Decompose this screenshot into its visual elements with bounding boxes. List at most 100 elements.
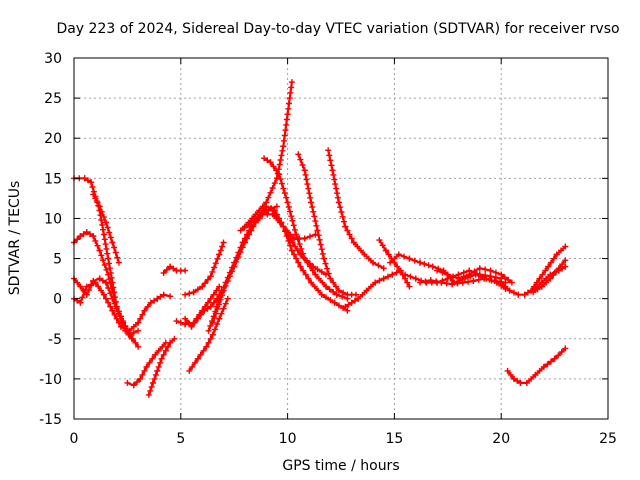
data-point-marker: [105, 299, 112, 306]
data-point-marker: [160, 291, 167, 298]
data-point-marker: [90, 191, 97, 198]
data-point-marker: [307, 194, 314, 201]
data-point-marker: [98, 208, 105, 215]
data-point-marker: [111, 300, 118, 307]
data-point-marker: [229, 268, 236, 275]
data-point-marker: [276, 215, 283, 222]
data-point-marker: [307, 233, 313, 240]
data-point-marker: [315, 275, 322, 282]
data-point-marker: [285, 237, 292, 244]
chart-title: Day 223 of 2024, Sidereal Day-to-day VTE…: [56, 21, 619, 37]
data-point-marker: [283, 121, 290, 128]
data-point-marker: [145, 391, 152, 398]
data-point-marker: [547, 271, 554, 278]
data-point-marker: [334, 190, 340, 197]
data-point-marker: [471, 268, 478, 275]
data-point-marker: [459, 279, 466, 286]
data-point-marker: [319, 279, 326, 286]
data-point-marker: [555, 352, 562, 359]
data-point-marker: [487, 273, 494, 280]
data-point-marker: [141, 367, 148, 374]
data-point-marker: [427, 277, 434, 284]
data-point-marker: [325, 270, 332, 277]
data-point-marker: [465, 278, 472, 285]
data-point-marker: [278, 219, 285, 226]
data-point-marker: [126, 327, 133, 334]
data-point-marker: [171, 335, 178, 342]
data-point-marker: [207, 273, 214, 280]
data-point-marker: [201, 307, 208, 314]
data-point-marker: [304, 181, 311, 188]
data-point-marker: [150, 379, 156, 386]
series-track-22: [325, 147, 387, 272]
data-point-marker: [107, 234, 114, 241]
data-point-marker: [562, 345, 569, 352]
data-point-marker: [326, 152, 333, 159]
data-point-marker: [155, 347, 162, 354]
x-tick-label: 5: [176, 431, 185, 447]
data-point-marker: [291, 251, 297, 258]
data-point-marker: [241, 239, 248, 246]
data-point-marker: [406, 283, 413, 290]
data-point-marker: [226, 273, 233, 280]
data-point-marker: [267, 205, 274, 212]
data-point-marker: [137, 315, 144, 322]
x-tick-label: 0: [70, 431, 79, 447]
data-point-marker: [482, 266, 489, 273]
data-point-marker: [425, 262, 432, 269]
data-point-marker: [273, 203, 280, 210]
data-point-marker: [380, 265, 387, 272]
data-point-marker: [74, 236, 81, 243]
data-point-marker: [305, 275, 312, 282]
data-point-marker: [248, 227, 255, 234]
data-point-marker: [429, 263, 436, 270]
data-point-marker: [439, 269, 446, 276]
data-point-marker: [550, 255, 557, 262]
data-point-marker: [524, 289, 531, 296]
data-point-marker: [163, 266, 170, 273]
data-point-marker: [365, 255, 372, 262]
data-point-marker: [506, 287, 513, 294]
data-point-marker: [100, 291, 107, 298]
y-tick-label: -5: [48, 332, 62, 348]
data-point-marker: [209, 319, 216, 326]
data-point-marker: [276, 171, 283, 178]
data-point-marker: [502, 283, 509, 290]
data-point-marker: [79, 294, 86, 301]
data-point-marker: [548, 358, 554, 365]
data-point-marker: [367, 283, 374, 290]
data-point-marker: [214, 255, 221, 262]
data-point-marker: [333, 291, 340, 298]
data-point-marker: [167, 263, 174, 270]
data-point-marker: [155, 363, 162, 370]
data-point-marker: [261, 155, 268, 162]
data-point-marker: [333, 283, 339, 290]
data-point-marker: [417, 279, 423, 286]
data-point-marker: [237, 227, 244, 234]
data-point-marker: [370, 259, 376, 266]
data-point-marker: [301, 235, 308, 242]
data-point-marker: [302, 171, 309, 178]
data-point-marker: [375, 262, 382, 269]
data-point-marker: [103, 219, 109, 226]
data-point-marker: [109, 295, 116, 302]
data-point-marker: [385, 273, 391, 280]
data-point-marker: [246, 231, 253, 238]
data-point-marker: [199, 283, 206, 290]
data-point-marker: [118, 323, 124, 330]
data-point-marker: [167, 339, 174, 346]
data-point-marker: [122, 325, 129, 332]
data-point-marker: [543, 275, 550, 282]
data-point-marker: [111, 311, 118, 318]
data-point-marker: [271, 180, 278, 187]
data-point-marker: [511, 289, 517, 296]
data-point-marker: [304, 259, 311, 266]
data-point-marker: [216, 251, 223, 258]
data-point-marker: [191, 319, 198, 326]
data-point-marker: [157, 359, 164, 366]
data-point-marker: [504, 367, 511, 374]
y-tick-label: 25: [44, 91, 62, 107]
data-point-marker: [421, 260, 428, 267]
data-point-marker: [444, 271, 451, 278]
data-point-marker: [100, 231, 107, 238]
